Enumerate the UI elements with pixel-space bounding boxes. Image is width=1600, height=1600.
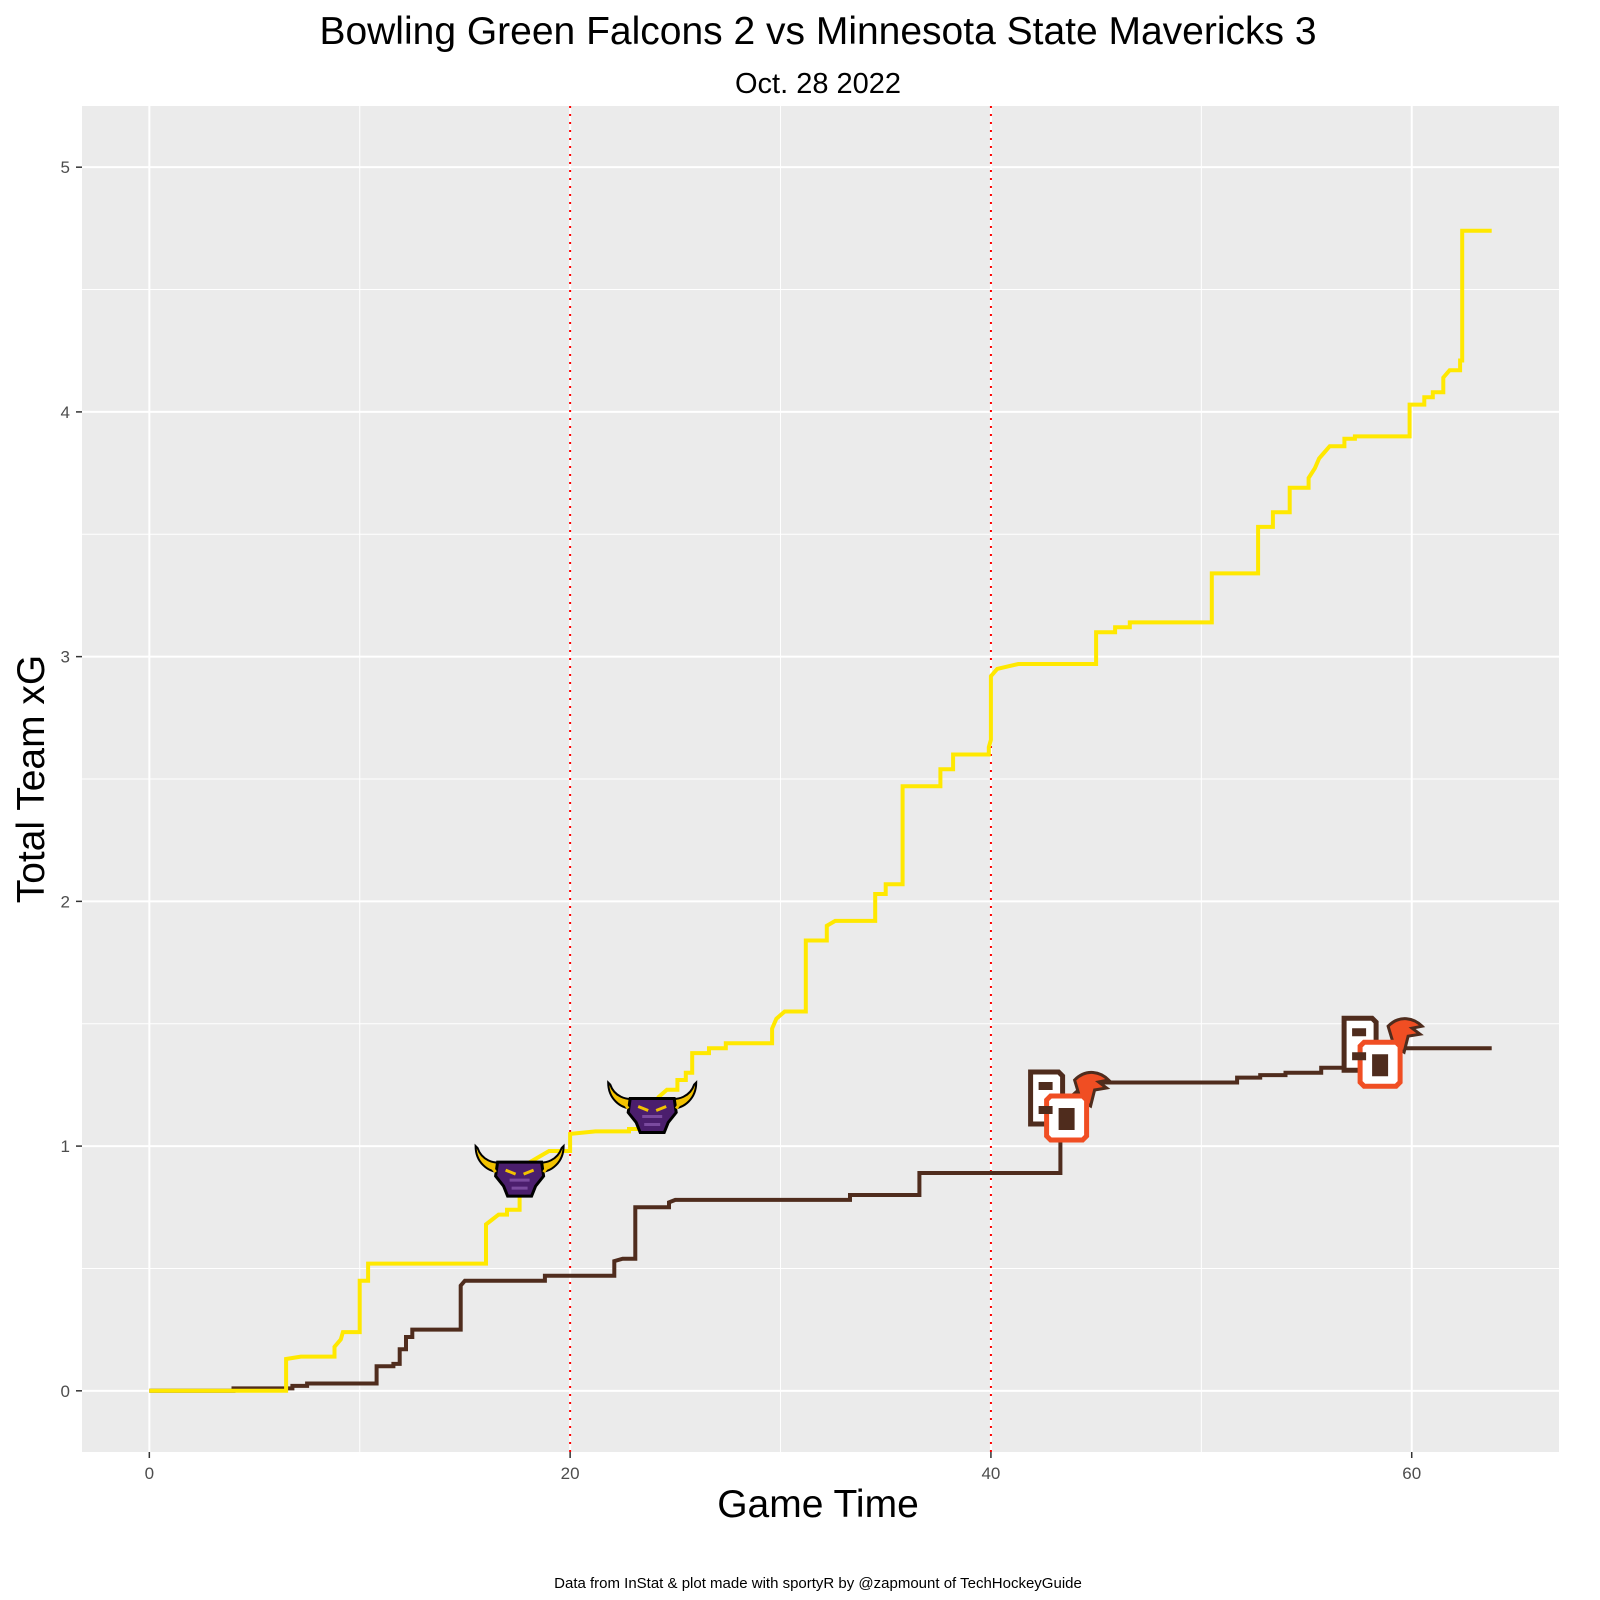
- y-tick-label: 1: [61, 1137, 70, 1156]
- xg-line-bowling-green-falcons: [149, 1046, 1492, 1393]
- series-layer: [149, 228, 1492, 1393]
- period-lines: [569, 106, 992, 1452]
- y-tick-label: 5: [61, 158, 70, 177]
- y-tick-label: 3: [61, 648, 70, 667]
- x-tick-label: 60: [1402, 1464, 1421, 1483]
- y-axis-title: Total Team xG: [10, 655, 53, 904]
- chart-title: Bowling Green Falcons 2 vs Minnesota Sta…: [319, 10, 1316, 53]
- xg-line-minnesota-state-mavericks: [149, 228, 1492, 1393]
- y-tick-label: 2: [61, 892, 70, 911]
- minor-gridlines: [82, 106, 1559, 1452]
- x-axis-title: Game Time: [717, 1483, 919, 1526]
- x-tick-label: 0: [145, 1464, 154, 1483]
- y-tick-label: 0: [61, 1382, 70, 1401]
- chart-caption: Data from InStat & plot made with sporty…: [554, 1575, 1082, 1592]
- y-tick-label: 4: [61, 403, 70, 422]
- chart-subtitle: Oct. 28 2022: [735, 68, 901, 100]
- x-tick-label: 40: [981, 1464, 1000, 1483]
- y-axis-ticks: 0 1 2 3 4 5: [61, 158, 82, 1401]
- x-axis-ticks: 0 20 40 60: [145, 1452, 1421, 1483]
- x-tick-label: 20: [561, 1464, 580, 1483]
